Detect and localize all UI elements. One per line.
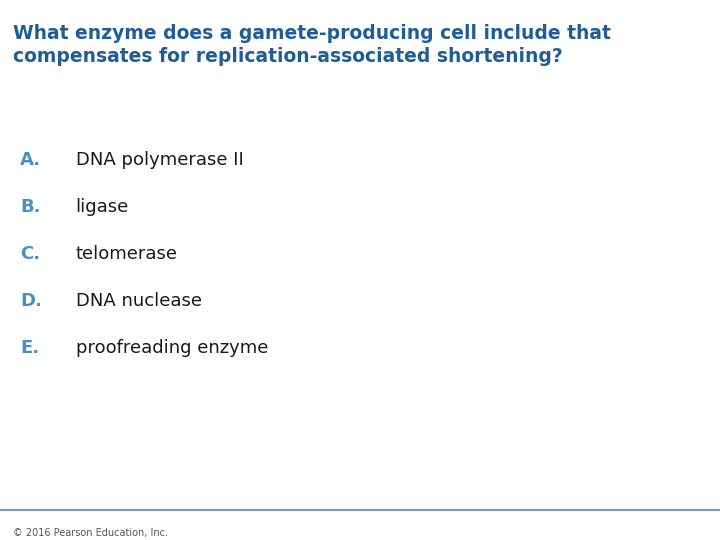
Text: ligase: ligase [76, 198, 129, 216]
Text: D.: D. [20, 292, 42, 310]
Text: © 2016 Pearson Education, Inc.: © 2016 Pearson Education, Inc. [13, 528, 168, 538]
Text: proofreading enzyme: proofreading enzyme [76, 339, 268, 357]
Text: telomerase: telomerase [76, 245, 178, 263]
Text: E.: E. [20, 339, 40, 357]
Text: What enzyme does a gamete-producing cell include that
compensates for replicatio: What enzyme does a gamete-producing cell… [13, 24, 611, 66]
Text: C.: C. [20, 245, 40, 263]
Text: B.: B. [20, 198, 40, 216]
Text: A.: A. [20, 151, 41, 169]
Text: DNA nuclease: DNA nuclease [76, 292, 202, 310]
Text: DNA polymerase II: DNA polymerase II [76, 151, 243, 169]
